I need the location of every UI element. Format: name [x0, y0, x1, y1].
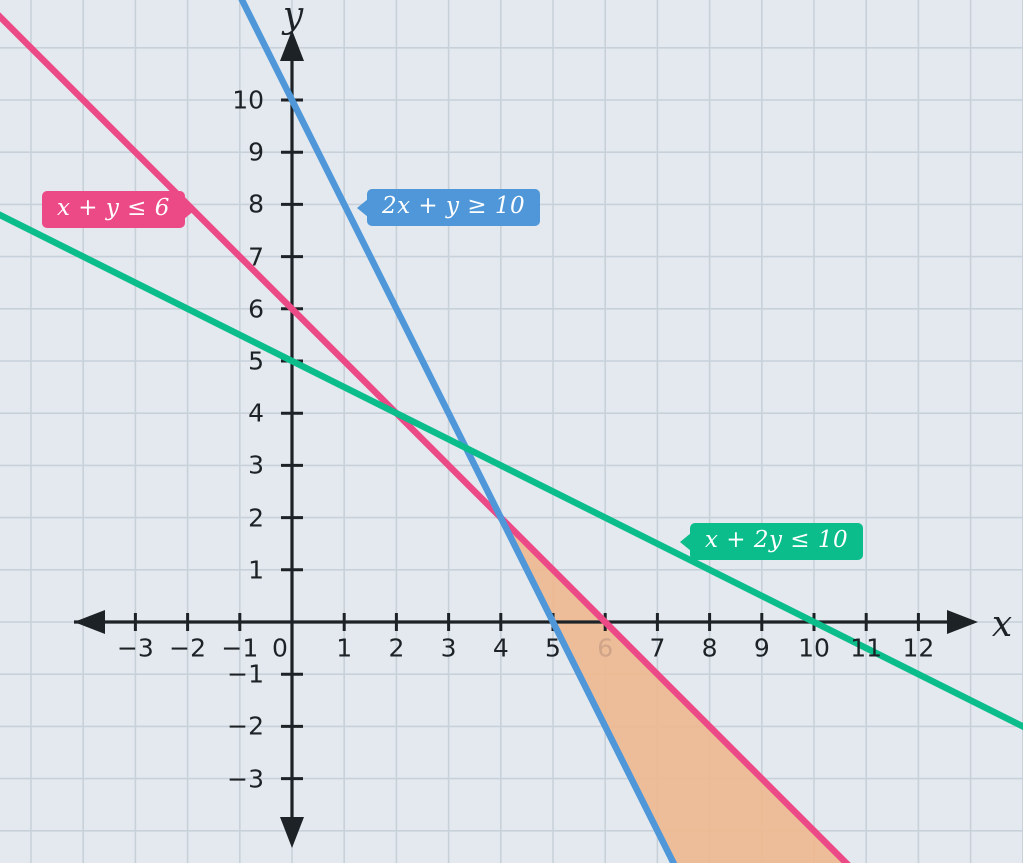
- x-tick-label: 4: [492, 633, 509, 663]
- constraint-label-x-plus-2y[interactable]: x + 2y ≤ 10: [690, 523, 864, 560]
- constraint-label-x-plus-y[interactable]: x + y ≤ 6: [42, 191, 185, 228]
- y-tick-label: 6: [248, 294, 264, 324]
- y-tick-label: −2: [227, 711, 264, 741]
- x-tick-label: 11: [850, 633, 883, 663]
- y-axis-arrowhead: [280, 30, 304, 61]
- x-tick-label: 12: [902, 633, 935, 663]
- x-axis-label: x: [991, 604, 1013, 645]
- x-tick-label: 9: [753, 633, 770, 663]
- x-axis-arrowhead: [947, 610, 978, 634]
- x-tick-label: 1: [336, 633, 353, 663]
- y-axis-label: y: [282, 0, 304, 36]
- x-tick-label: 6: [597, 633, 614, 663]
- y-tick-label: 5: [248, 346, 264, 376]
- x-tick-label: −3: [116, 633, 154, 663]
- x-tick-label: −1: [221, 633, 259, 663]
- y-tick-label: 8: [248, 189, 264, 219]
- x-tick-label: 8: [701, 633, 718, 663]
- y-tick-label: −1: [227, 659, 264, 689]
- y-tick-label: 10: [232, 85, 264, 115]
- constraint-line-3: [0, 211, 1023, 731]
- y-tick-label: 4: [248, 398, 264, 428]
- x-tick-label: −2: [169, 633, 207, 663]
- x-tick-label: 0: [272, 633, 288, 663]
- x-tick-label: 3: [440, 633, 457, 663]
- x-tick-label: 5: [545, 633, 561, 663]
- y-tick-label: 9: [248, 137, 264, 167]
- x-axis-arrowhead-negative: [74, 610, 105, 634]
- x-tick-label: 2: [388, 633, 405, 663]
- y-tick-label: −3: [227, 764, 264, 794]
- constraint-label-2x-plus-y[interactable]: 2x + y ≥ 10: [367, 189, 541, 226]
- y-tick-label: 3: [248, 450, 264, 480]
- y-tick-label: 2: [248, 503, 264, 533]
- y-axis-arrowhead-negative: [280, 817, 304, 848]
- x-tick-label: 7: [649, 633, 666, 663]
- y-tick-label: 7: [248, 242, 264, 272]
- y-tick-label: 1: [248, 555, 264, 585]
- x-tick-label: 10: [798, 633, 830, 663]
